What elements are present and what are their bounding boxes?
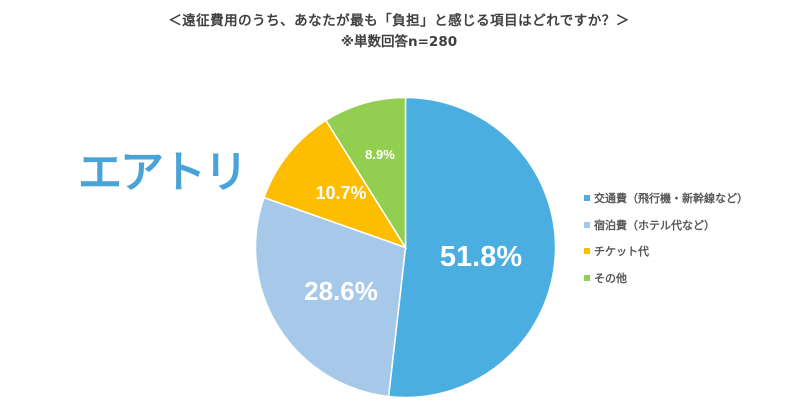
chart-legend: 交通費（飛行機・新幹線など） 宿泊費（ホテル代など） チケット代 その他 (584, 185, 748, 291)
legend-swatch (584, 195, 590, 202)
legend-item-lodging: 宿泊費（ホテル代など） (584, 212, 748, 239)
slice-label: 10.7% (315, 183, 366, 203)
slice-label: 8.9% (365, 147, 395, 162)
legend-label: チケット代 (594, 245, 649, 259)
legend-swatch (584, 221, 590, 228)
legend-swatch (584, 248, 590, 255)
legend-item-transport: 交通費（飛行機・新幹線など） (584, 185, 748, 212)
legend-swatch (584, 274, 590, 281)
slice-ticket (263, 119, 408, 249)
chart-title: ＜遠征費用のうち、あなたが最も「負担」と感じる項目はどれですか？＞ (168, 13, 630, 29)
legend-label: その他 (594, 271, 627, 285)
slice-label: 28.6% (304, 276, 378, 306)
legend-label: 交通費（飛行機・新幹線など） (594, 192, 748, 206)
slice-label: 51.8% (440, 241, 522, 273)
brand-logo: エアトリ (78, 147, 248, 198)
legend-label: 宿泊費（ホテル代など） (594, 218, 715, 232)
legend-item-ticket: チケット代 (584, 238, 748, 265)
slice-lodging (254, 196, 407, 398)
slice-transport (387, 96, 557, 399)
slice-other (324, 96, 407, 251)
legend-item-other: その他 (584, 265, 748, 292)
chart-subtitle: ※単数回答n=280 (340, 34, 458, 50)
